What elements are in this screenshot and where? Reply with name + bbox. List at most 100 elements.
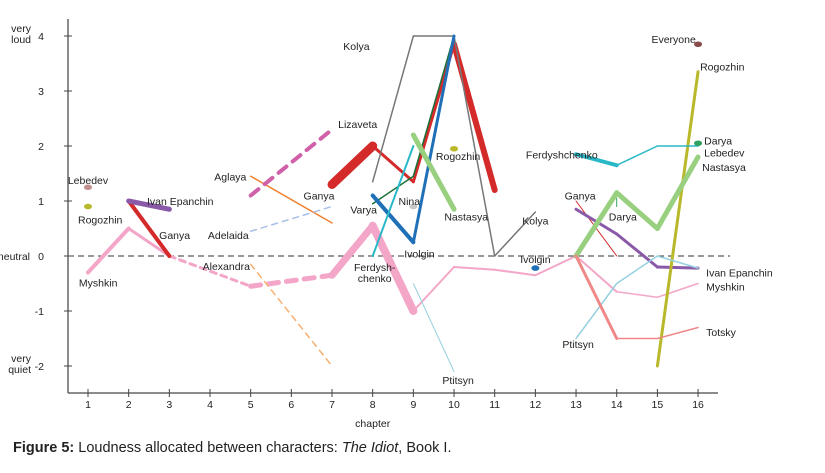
y-annotation: loud	[11, 34, 31, 46]
series-layer	[84, 34, 703, 372]
x-axis-label: chapter	[355, 418, 391, 430]
series-segment	[86, 226, 131, 275]
series-label: Ivolgin	[404, 248, 435, 260]
series-segment	[371, 35, 415, 183]
series-segment	[249, 263, 333, 367]
x-tick-label: 2	[126, 399, 132, 411]
x-tick-label: 9	[410, 399, 416, 411]
series-segment	[575, 255, 618, 293]
series-segment	[493, 211, 537, 257]
data-point	[531, 265, 540, 271]
series-segment	[249, 205, 333, 232]
series-segment	[656, 282, 699, 298]
series-segment	[574, 152, 619, 168]
data-point	[694, 140, 703, 147]
series-ptitsyn	[575, 255, 699, 340]
series-label: Myshkin	[79, 277, 118, 289]
series-label: Ptitsyn	[562, 339, 594, 351]
series-label: Ferdysh-	[354, 262, 396, 274]
x-tick-label: 11	[489, 399, 500, 411]
series-varya	[371, 35, 455, 205]
series-label: Ivan Epanchin	[147, 196, 214, 208]
series-ganya	[327, 41, 498, 193]
series-segment	[534, 255, 578, 277]
series-label: Totsky	[706, 327, 737, 339]
series-lizaveta	[248, 127, 335, 198]
series-segment	[574, 254, 619, 340]
series-segment	[126, 198, 172, 212]
data-point	[450, 145, 459, 152]
series-label: Ganya	[159, 230, 190, 242]
label-layer: Lebedev Rogozhin Ivan Epanchin Ganya Myshkin…	[68, 34, 773, 387]
data-point	[694, 41, 703, 48]
y-tick-label: 2	[38, 141, 44, 153]
x-tick-label: 5	[248, 399, 254, 411]
y-annotation: very	[11, 353, 32, 365]
x-tick-label: 4	[207, 399, 213, 411]
series-ptitsyn	[412, 283, 455, 372]
series-segment	[573, 190, 620, 259]
y-tick-label: 1	[38, 196, 44, 208]
y-tick-label: 0	[38, 251, 44, 263]
series-label: Myshkin	[706, 281, 745, 293]
y-tick-label: 4	[38, 31, 44, 43]
series-label: Nastasya	[444, 211, 488, 223]
y-tick-label: 3	[38, 86, 44, 98]
series-rogozhin	[450, 145, 459, 152]
series-segment	[371, 144, 415, 184]
series-label: chenko	[358, 273, 392, 285]
series-label: Ivolgin	[520, 254, 551, 266]
series-ferdyshchenko	[574, 145, 699, 168]
series-segment	[371, 175, 415, 205]
series-label: Varya	[350, 204, 377, 216]
series-ivolgin	[531, 265, 540, 271]
series-ivan-epanchin	[126, 198, 172, 212]
series-kolya	[371, 35, 537, 257]
x-tick-label: 14	[611, 399, 623, 411]
series-ivan-epanchin	[574, 207, 700, 270]
caption-suffix: , Book I.	[398, 440, 452, 456]
data-point	[84, 203, 92, 210]
series-segment	[615, 232, 659, 269]
x-tick-label: 12	[530, 399, 542, 411]
series-segment	[615, 255, 659, 285]
series-segment	[615, 145, 659, 166]
series-segment	[412, 35, 455, 177]
series-segment	[411, 34, 456, 244]
series-label: Ivan Epanchin	[706, 268, 773, 280]
series-label: Rogozhin	[436, 151, 481, 163]
x-tick-label: 3	[166, 399, 172, 411]
series-segment	[655, 265, 700, 270]
series-rogozhin	[655, 70, 700, 368]
y-tick-label: -1	[35, 306, 44, 318]
series-segment	[371, 145, 415, 257]
series-segment	[453, 35, 496, 257]
series-segment	[655, 70, 700, 368]
series-lebedev	[84, 184, 92, 191]
series-segment	[328, 222, 377, 279]
caption-title: The Idiot	[341, 440, 399, 456]
x-tick-label: 16	[692, 399, 704, 411]
series-segment	[127, 227, 171, 258]
series-segment	[167, 254, 253, 288]
series-totsky	[574, 254, 699, 340]
x-tick-label: 10	[448, 399, 460, 411]
series-segment	[126, 199, 172, 258]
series-segment	[248, 127, 335, 198]
series-ivolgin	[370, 34, 456, 245]
series-segment	[412, 266, 456, 312]
y-tick-label: -2	[35, 361, 44, 373]
figure-caption: Figure 5: Loudness allocated between cha…	[13, 440, 451, 456]
x-tick-label: 1	[85, 399, 91, 411]
series-segment	[453, 266, 496, 271]
series-ganya	[126, 199, 172, 258]
series-segment	[327, 141, 378, 189]
series-segment	[248, 272, 335, 289]
series-everyone	[694, 41, 703, 48]
series-label: Alexandra	[203, 261, 250, 273]
x-tick-label: 15	[652, 399, 664, 411]
series-alexandra	[249, 263, 333, 367]
caption-text: Loudness allocated between characters:	[74, 440, 342, 456]
